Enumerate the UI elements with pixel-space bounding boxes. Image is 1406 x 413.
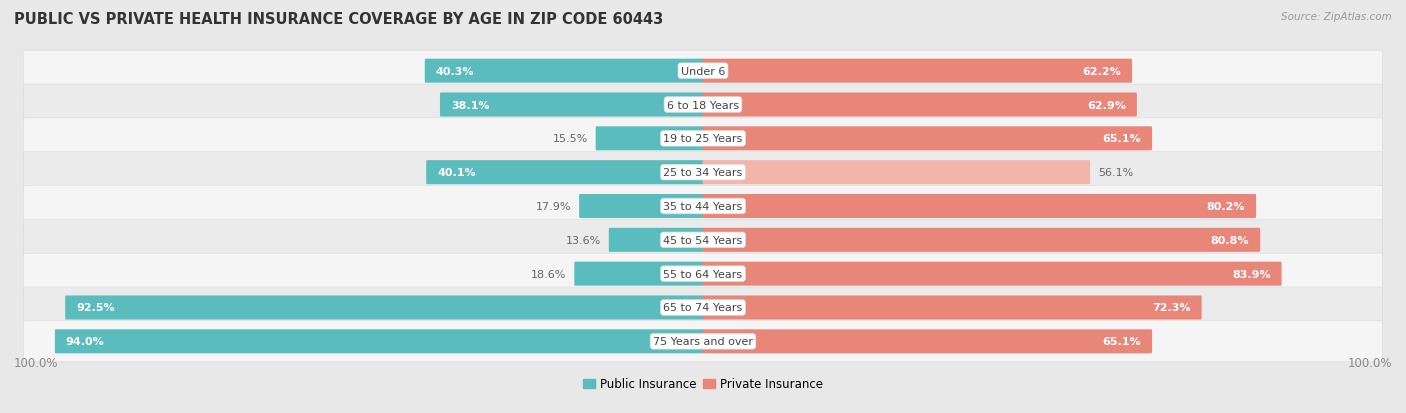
FancyBboxPatch shape bbox=[609, 228, 703, 252]
FancyBboxPatch shape bbox=[703, 161, 1090, 185]
Text: 6 to 18 Years: 6 to 18 Years bbox=[666, 100, 740, 110]
Text: 17.9%: 17.9% bbox=[536, 202, 571, 211]
FancyBboxPatch shape bbox=[24, 51, 1382, 92]
Text: PUBLIC VS PRIVATE HEALTH INSURANCE COVERAGE BY AGE IN ZIP CODE 60443: PUBLIC VS PRIVATE HEALTH INSURANCE COVER… bbox=[14, 12, 664, 27]
FancyBboxPatch shape bbox=[24, 85, 1382, 126]
Text: 65.1%: 65.1% bbox=[1102, 134, 1142, 144]
Text: 92.5%: 92.5% bbox=[76, 303, 115, 313]
Text: Under 6: Under 6 bbox=[681, 66, 725, 76]
Text: 62.9%: 62.9% bbox=[1087, 100, 1126, 110]
FancyBboxPatch shape bbox=[55, 330, 703, 354]
FancyBboxPatch shape bbox=[703, 195, 1256, 218]
FancyBboxPatch shape bbox=[24, 85, 1382, 126]
FancyBboxPatch shape bbox=[65, 296, 703, 320]
Text: 40.3%: 40.3% bbox=[436, 66, 474, 76]
FancyBboxPatch shape bbox=[24, 321, 1382, 362]
FancyBboxPatch shape bbox=[24, 287, 1382, 328]
Text: 100.0%: 100.0% bbox=[14, 356, 59, 369]
FancyBboxPatch shape bbox=[703, 127, 1152, 151]
FancyBboxPatch shape bbox=[703, 228, 1260, 252]
FancyBboxPatch shape bbox=[24, 254, 1382, 294]
FancyBboxPatch shape bbox=[24, 321, 1382, 362]
FancyBboxPatch shape bbox=[24, 152, 1382, 193]
Text: 13.6%: 13.6% bbox=[565, 235, 600, 245]
FancyBboxPatch shape bbox=[24, 186, 1382, 227]
Text: 83.9%: 83.9% bbox=[1232, 269, 1271, 279]
Text: 15.5%: 15.5% bbox=[553, 134, 588, 144]
FancyBboxPatch shape bbox=[24, 152, 1382, 193]
FancyBboxPatch shape bbox=[703, 262, 1282, 286]
FancyBboxPatch shape bbox=[24, 220, 1382, 261]
Text: 65 to 74 Years: 65 to 74 Years bbox=[664, 303, 742, 313]
FancyBboxPatch shape bbox=[24, 119, 1382, 159]
Text: 80.8%: 80.8% bbox=[1211, 235, 1250, 245]
Text: 45 to 54 Years: 45 to 54 Years bbox=[664, 235, 742, 245]
FancyBboxPatch shape bbox=[596, 127, 703, 151]
FancyBboxPatch shape bbox=[24, 51, 1382, 92]
Text: 62.2%: 62.2% bbox=[1083, 66, 1121, 76]
Text: Source: ZipAtlas.com: Source: ZipAtlas.com bbox=[1281, 12, 1392, 22]
Text: 94.0%: 94.0% bbox=[66, 337, 104, 347]
FancyBboxPatch shape bbox=[703, 330, 1152, 354]
FancyBboxPatch shape bbox=[24, 119, 1382, 159]
FancyBboxPatch shape bbox=[574, 262, 703, 286]
Text: 56.1%: 56.1% bbox=[1098, 168, 1133, 178]
FancyBboxPatch shape bbox=[440, 93, 703, 117]
FancyBboxPatch shape bbox=[24, 254, 1382, 294]
Text: 55 to 64 Years: 55 to 64 Years bbox=[664, 269, 742, 279]
Text: 100.0%: 100.0% bbox=[1347, 356, 1392, 369]
Text: 19 to 25 Years: 19 to 25 Years bbox=[664, 134, 742, 144]
Text: 40.1%: 40.1% bbox=[437, 168, 475, 178]
Text: 18.6%: 18.6% bbox=[531, 269, 567, 279]
Text: 75 Years and over: 75 Years and over bbox=[652, 337, 754, 347]
FancyBboxPatch shape bbox=[24, 287, 1382, 328]
Text: 25 to 34 Years: 25 to 34 Years bbox=[664, 168, 742, 178]
FancyBboxPatch shape bbox=[24, 220, 1382, 261]
Text: 35 to 44 Years: 35 to 44 Years bbox=[664, 202, 742, 211]
FancyBboxPatch shape bbox=[579, 195, 703, 218]
Text: 72.3%: 72.3% bbox=[1153, 303, 1191, 313]
FancyBboxPatch shape bbox=[703, 59, 1132, 83]
Text: 65.1%: 65.1% bbox=[1102, 337, 1142, 347]
FancyBboxPatch shape bbox=[703, 296, 1202, 320]
FancyBboxPatch shape bbox=[425, 59, 703, 83]
FancyBboxPatch shape bbox=[24, 186, 1382, 227]
FancyBboxPatch shape bbox=[426, 161, 703, 185]
FancyBboxPatch shape bbox=[703, 93, 1137, 117]
Legend: Public Insurance, Private Insurance: Public Insurance, Private Insurance bbox=[578, 373, 828, 395]
Text: 80.2%: 80.2% bbox=[1206, 202, 1246, 211]
Text: 38.1%: 38.1% bbox=[451, 100, 489, 110]
